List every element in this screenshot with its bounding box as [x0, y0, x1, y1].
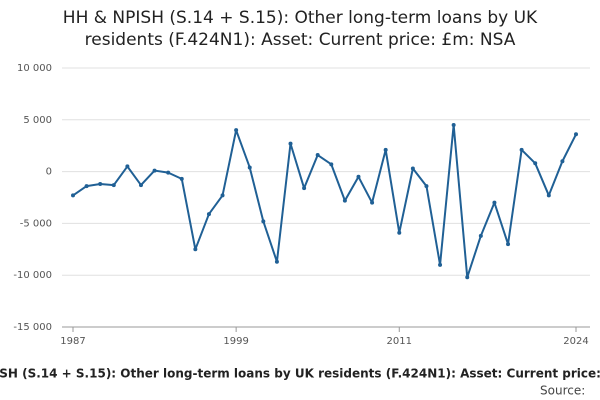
- point: [451, 122, 456, 127]
- point: [166, 170, 171, 175]
- point: [478, 233, 483, 238]
- point: [261, 219, 266, 224]
- x-tick-label: 2011: [387, 336, 412, 347]
- point: [492, 200, 497, 205]
- footer-title: HH & NPISH (S.14 + S.15): Other long-ter…: [0, 367, 600, 381]
- point: [356, 174, 361, 179]
- point: [410, 166, 415, 171]
- chart-title: HH & NPISH (S.14 + S.15): Other long-ter…: [63, 8, 538, 28]
- point: [560, 159, 565, 164]
- point: [574, 132, 578, 137]
- chart-title: residents (F.424N1): Asset: Current pric…: [85, 30, 516, 50]
- point: [152, 168, 157, 173]
- point: [465, 275, 470, 280]
- point: [193, 247, 198, 252]
- point: [519, 147, 524, 152]
- x-tick-label: 2024: [563, 336, 588, 347]
- point: [71, 193, 75, 198]
- x-tick-label: 1987: [60, 336, 85, 347]
- point: [397, 230, 402, 235]
- point: [288, 141, 293, 146]
- point: [220, 193, 225, 198]
- point: [138, 183, 143, 188]
- x-tick-label: 1999: [223, 336, 248, 347]
- point: [234, 128, 239, 133]
- point: [506, 242, 511, 247]
- y-tick-label: -5 000: [20, 218, 52, 229]
- point: [111, 183, 116, 188]
- point: [302, 186, 307, 191]
- point: [438, 262, 443, 267]
- point: [383, 147, 388, 152]
- source: Source:: [540, 384, 585, 398]
- line: [72, 123, 577, 279]
- point: [342, 198, 347, 203]
- point: [179, 176, 184, 181]
- point: [247, 165, 252, 170]
- point: [274, 259, 279, 264]
- point: [546, 193, 551, 198]
- y-tick-label: -15 000: [13, 322, 52, 333]
- point: [125, 164, 130, 169]
- point: [315, 153, 320, 158]
- point: [98, 182, 103, 187]
- point: [424, 184, 429, 189]
- y-tick-label: 0: [46, 167, 52, 178]
- y-tick-label: -10 000: [13, 270, 52, 281]
- point: [329, 162, 334, 167]
- point: [370, 200, 375, 205]
- y-tick-label: 5 000: [23, 115, 52, 126]
- point: [206, 212, 211, 217]
- point: [533, 161, 538, 166]
- point: [84, 184, 89, 189]
- y-tick-label: 10 000: [17, 63, 52, 74]
